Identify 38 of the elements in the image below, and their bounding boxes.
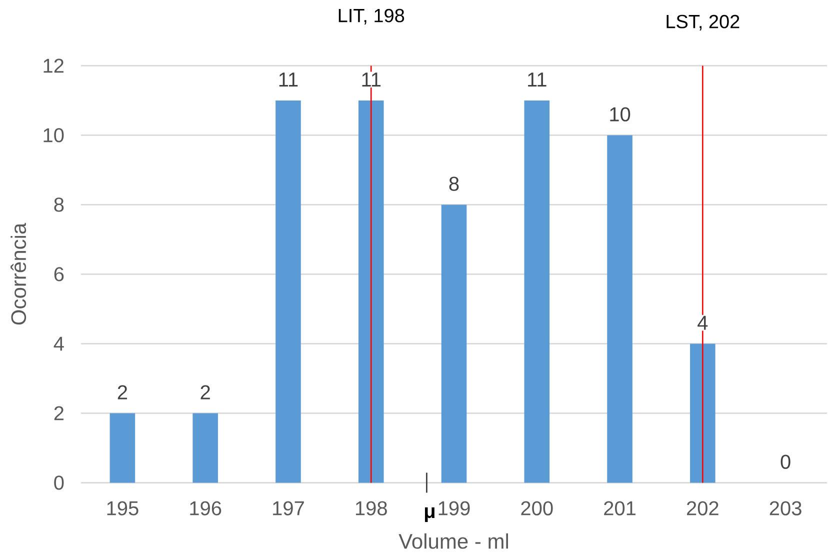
y-tick-label: 12 <box>44 58 64 73</box>
bar <box>358 100 384 483</box>
bar <box>276 100 301 483</box>
x-tick-label: 201 <box>604 501 636 516</box>
ref-line-label: LST, 202 <box>666 14 740 31</box>
data-label: 0 <box>780 454 790 469</box>
data-label: 2 <box>200 385 210 400</box>
x-tick-label: 199 <box>438 501 470 516</box>
y-tick-label: 0 <box>54 476 64 490</box>
data-label: 11 <box>528 72 546 86</box>
y-tick-label: 4 <box>54 336 64 351</box>
y-tick-label: 2 <box>54 406 64 420</box>
x-tick-label: 200 <box>521 501 553 516</box>
y-axis-title: Ocorrência <box>10 222 26 325</box>
y-tick-label: 10 <box>44 128 64 142</box>
x-tick-label: 196 <box>190 501 222 516</box>
y-tick-label: 6 <box>54 267 64 282</box>
data-label: 4 <box>698 316 708 330</box>
text: μ <box>424 507 434 522</box>
x-axis-title: Volume - ml <box>398 533 508 549</box>
x-tick-label: 197 <box>273 501 304 516</box>
x-tick-label: 203 <box>770 501 802 516</box>
y-tick-label: 8 <box>54 198 64 212</box>
x-tick-label: 195 <box>107 501 138 516</box>
data-label: 11 <box>362 72 381 86</box>
data-label: 8 <box>449 176 459 191</box>
bar <box>607 135 632 483</box>
bar <box>441 204 467 483</box>
bar <box>524 100 550 483</box>
bar <box>690 344 716 483</box>
x-tick-label: 198 <box>356 501 387 516</box>
x-tick-label: 202 <box>686 501 718 516</box>
data-label: 10 <box>610 107 630 122</box>
data-label: 2 <box>118 385 128 400</box>
data-label: 11 <box>279 72 298 86</box>
ref-line-label: LIT, 198 <box>338 8 404 25</box>
bar <box>110 413 136 483</box>
bar <box>192 413 218 483</box>
